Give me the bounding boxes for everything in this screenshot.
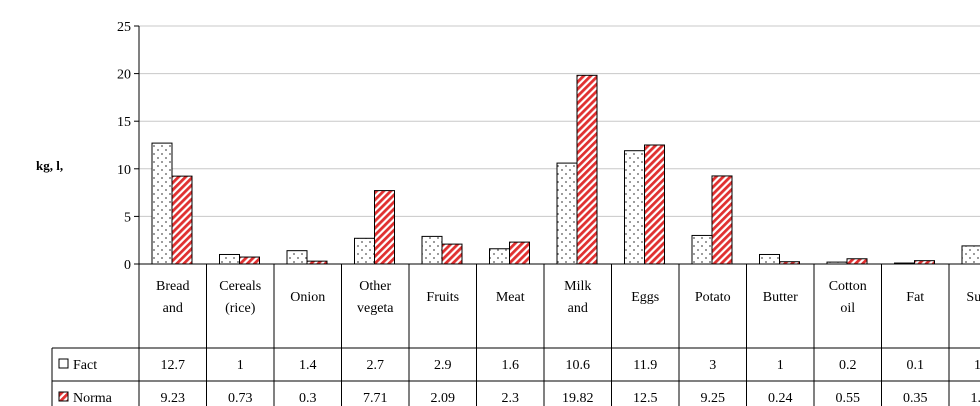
bar-fact <box>421 235 443 265</box>
y-axis-label: kg, l, <box>36 158 64 173</box>
table-cell-value: 7.71 <box>363 391 388 406</box>
category-label: Onion <box>290 290 325 305</box>
table-cell-value: 0.24 <box>768 391 793 406</box>
bar-fact <box>151 142 173 265</box>
table-cell-value: 0.3 <box>299 391 317 406</box>
legend-swatch-fact <box>58 358 69 369</box>
table-cell-value: 1.4 <box>299 358 317 373</box>
table-cell-value: 12.5 <box>633 391 658 406</box>
bar-norma <box>171 175 193 265</box>
bar-fact <box>961 245 980 265</box>
category-label: Eggs <box>631 290 659 305</box>
y-tick-label: 0 <box>124 258 131 273</box>
bar-norma <box>644 144 665 265</box>
table-cell-value: 1 <box>237 358 244 373</box>
bar-fact <box>691 234 713 265</box>
category-label: Cereals (rice) <box>219 279 261 316</box>
table-cell-value: 1.6 <box>502 358 520 373</box>
table-cell-value: 0.2 <box>839 358 857 373</box>
category-label: Potato <box>695 290 731 305</box>
category-label: Butter <box>763 290 798 305</box>
y-tick-labels: 0 5 10 15 20 25 <box>117 20 140 273</box>
table-cell-value: 11.9 <box>633 358 657 373</box>
bar-norma <box>374 190 395 265</box>
table-cell-value: 0.73 <box>228 391 253 406</box>
category-label: Fruits <box>426 290 459 305</box>
table-cell-value: 2.7 <box>367 358 385 373</box>
table-cell-value: 9.23 <box>161 391 186 406</box>
table-cell-value: 0.35 <box>903 391 928 406</box>
table-cell-value: 0.1 <box>907 358 925 373</box>
category-label: Bread and <box>156 279 189 316</box>
bar-norma <box>239 256 260 265</box>
bar-fact <box>354 237 375 265</box>
table-cell-value: 10.6 <box>566 358 591 373</box>
bar-norma <box>711 175 733 265</box>
legend-swatch-norma <box>58 391 69 402</box>
table-cell-value: 3 <box>709 358 716 373</box>
table-cell-value: 2.9 <box>434 358 452 373</box>
bar-fact <box>624 150 645 265</box>
bar-fact <box>556 162 578 265</box>
bar-fact <box>219 253 240 265</box>
bar-norma <box>846 258 868 265</box>
table-cell-value: 1.9 <box>974 358 980 373</box>
table-cell-value: 19.82 <box>562 391 594 406</box>
legend-label: Fact <box>73 358 97 373</box>
y-tick-label: 20 <box>117 68 131 83</box>
category-label: Cotton oil <box>829 279 867 316</box>
data-table: Bread and Cereals (rice) Onion Other vegeta Fru… <box>51 263 980 406</box>
y-tick-label: 10 <box>117 163 131 178</box>
category-label: Meat <box>496 290 525 305</box>
y-tick-label: 5 <box>124 210 131 225</box>
bar-norma <box>441 243 463 265</box>
category-label: Milk and <box>564 279 591 316</box>
y-tick-label: 15 <box>117 115 131 130</box>
y-tick-label: 25 <box>117 20 131 35</box>
table-cell-value: 12.7 <box>161 358 186 373</box>
bar-norma <box>576 74 598 265</box>
bar-fact <box>286 250 308 265</box>
category-label: Fat <box>906 290 924 305</box>
table-cell-value: 1 <box>777 358 784 373</box>
bar-norma <box>509 241 530 265</box>
table-cell-value: 2.09 <box>431 391 456 406</box>
table-cell-value: 9.25 <box>701 391 726 406</box>
bar-fact <box>759 253 780 265</box>
category-label: Sugar <box>966 290 980 305</box>
table-cell-value: 0.55 <box>836 391 861 406</box>
category-label: Other vegeta <box>357 279 394 316</box>
table-cell-value: 1.75 <box>971 391 980 406</box>
bar-fact <box>489 248 510 265</box>
table-cell-value: 2.3 <box>502 391 520 406</box>
legend-label: Norma <box>73 391 113 406</box>
bars <box>151 74 980 265</box>
